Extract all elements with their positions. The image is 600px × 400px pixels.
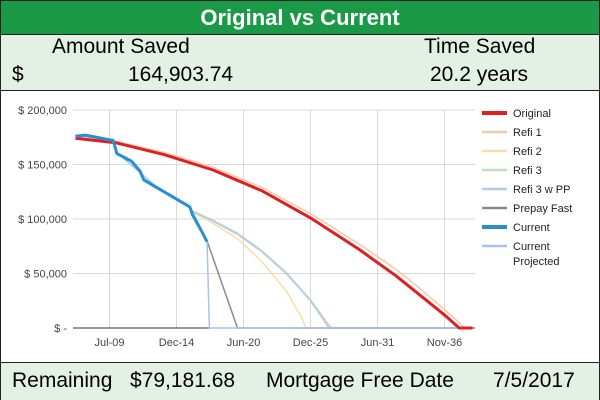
y-tick-label: $ - [54,323,67,335]
y-tick-label: $ 150,000 [18,160,67,172]
amount-saved-label: Amount Saved [52,35,190,58]
currency-symbol: $ [12,63,24,86]
y-tick-label: $ 100,000 [18,214,67,226]
series-line-prepay-fast [206,240,473,329]
x-tick-label: Nov-36 [427,337,462,349]
legend-label: Current [513,241,550,253]
legend-label: Prepay Fast [513,203,572,215]
remaining-label: Remaining [12,369,113,392]
summary-panel: Amount Saved $ 164,903.74 Time Saved 20.… [1,35,599,91]
remaining-value: $79,181.68 [130,369,236,392]
legend-label: Projected [513,256,559,268]
time-saved-label: Time Saved [424,35,536,58]
x-tick-label: Dec-25 [293,337,328,349]
amount-saved-value: 164,903.74 [128,63,234,86]
x-tick-label: Jun-20 [227,337,261,349]
mortgage-free-label: Mortgage Free Date [266,369,454,392]
series-line-refi-2 [190,210,473,329]
legend-label: Refi 3 [513,165,542,177]
y-axis-ticks: $ - $ 50,000 $ 100,000 $ 150,000 $ 200,000 [18,105,67,335]
y-tick-label: $ 50,000 [24,269,67,281]
x-tick-label: Jun-31 [361,337,395,349]
chart-grid [73,109,475,329]
legend-label: Refi 1 [513,127,542,139]
legend-label: Refi 2 [513,146,542,158]
x-tick-label: Jul-09 [95,337,125,349]
series-line-refi-3-w-pp [190,210,473,329]
series-line-original [75,136,473,330]
series-lines [75,133,473,330]
balance-line-chart: $ - $ 50,000 $ 100,000 $ 150,000 $ 200,000 J… [18,105,572,349]
x-axis-ticks: Jul-09 Dec-14 Jun-20 Dec-25 Jun-31 Nov-36 [95,337,463,349]
series-line-current [75,133,209,243]
y-tick-label: $ 200,000 [18,105,67,117]
time-saved-value: 20.2 years [430,63,529,86]
chart-legend: Original Refi 1 Refi 2 Refi 3 Refi 3 w PP Pre… [482,108,572,268]
dashboard-title: Original vs Current [1,1,599,35]
footer-panel: Remaining $79,181.68 Mortgage Free Date … [1,362,599,400]
legend-label: Refi 3 w PP [513,184,570,196]
legend-label: Original [513,108,551,120]
x-tick-label: Dec-14 [159,337,194,349]
legend-label: Current [513,222,550,234]
mortgage-free-date: 7/5/2017 [493,369,575,392]
series-line-refi-3 [190,209,473,329]
chart-area: $ - $ 50,000 $ 100,000 $ 150,000 $ 200,000 J… [1,91,599,362]
series-line-refi-1 [75,136,473,329]
